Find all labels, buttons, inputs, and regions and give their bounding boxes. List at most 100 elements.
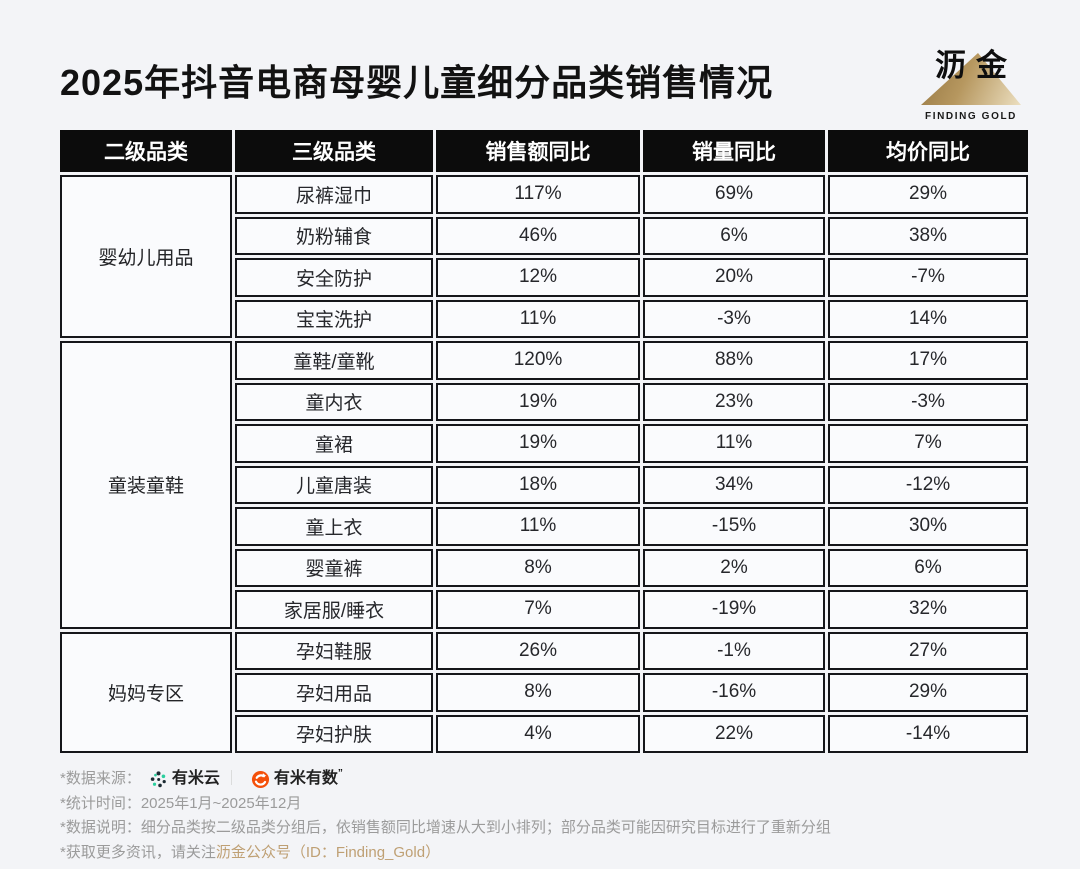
value-cell: 30% <box>828 507 1028 546</box>
footnote-note: *数据说明：细分品类按二级品类分组后，依销售额同比增速从大到小排列；部分品类可能… <box>60 816 1023 841</box>
value-cell: 4% <box>436 714 640 753</box>
value-cell: 11% <box>436 299 640 338</box>
value-cell: -19% <box>643 590 825 629</box>
column-header-4: 销量同比 <box>643 130 825 172</box>
value-cell: 7% <box>436 590 640 629</box>
column-header-5: 均价同比 <box>828 130 1028 172</box>
subcategory-cell: 孕妇护肤 <box>235 714 433 753</box>
subcategory-cell: 童鞋/童靴 <box>235 341 433 380</box>
value-cell: 88% <box>643 341 825 380</box>
page-title: 2025年抖音电商母婴儿童细分品类销售情况 <box>60 62 774 103</box>
value-cell: -7% <box>828 258 1028 297</box>
value-cell: 120% <box>436 341 640 380</box>
column-header-1: 二级品类 <box>60 130 232 172</box>
subcategory-cell: 孕妇用品 <box>235 673 433 712</box>
table-row: 孕妇护肤 4% 22% -14% <box>60 714 1028 753</box>
youmiyun-logo-icon <box>149 770 168 789</box>
table-row: 童装童鞋 童鞋/童靴 120% 88% 17% <box>60 341 1028 629</box>
table-row: 宝宝洗护 11% -3% 14% <box>60 299 1028 338</box>
value-cell: 11% <box>436 507 640 546</box>
table-row: 童内衣 19% 23% -3% <box>60 382 1028 421</box>
value-cell: 26% <box>436 631 640 670</box>
footnote-period: *统计时间：2025年1月~2025年12月 <box>60 792 1023 817</box>
table-row: 奶粉辅食 46% 6% 38% <box>60 216 1028 255</box>
footnote-source: *数据来源： 有米云 ｜ <box>60 767 1023 792</box>
value-cell: 69% <box>643 175 825 214</box>
more-label: *获取更多资讯，请关注 <box>60 843 216 861</box>
period-text: *统计时间：2025年1月~2025年12月 <box>60 794 302 812</box>
value-cell: 6% <box>643 216 825 255</box>
value-cell: 17% <box>828 341 1028 380</box>
source-label: *数据来源： <box>60 770 141 787</box>
subcategory-cell: 家居服/睡衣 <box>235 590 433 629</box>
table-row: 童裙 19% 11% 7% <box>60 424 1028 463</box>
value-cell: 29% <box>828 673 1028 712</box>
table-header-row: 二级品类 三级品类 销售额同比 销量同比 均价同比 <box>60 130 1028 172</box>
value-cell: -12% <box>828 465 1028 504</box>
value-cell: 23% <box>643 382 825 421</box>
table-row: 家居服/睡衣 7% -19% 32% <box>60 590 1028 629</box>
value-cell: -1% <box>643 631 825 670</box>
value-cell: 12% <box>436 258 640 297</box>
youmiyoushu-logo-icon <box>251 770 270 789</box>
table-row: 儿童唐装 18% 34% -12% <box>60 465 1028 504</box>
footnote-more: *获取更多资讯，请关注 沥金公众号（ID：Finding_Gold） <box>60 841 1023 866</box>
value-cell: -16% <box>643 673 825 712</box>
value-cell: 19% <box>436 424 640 463</box>
column-header-3: 销售额同比 <box>436 130 640 172</box>
category-sales-table: 二级品类 三级品类 销售额同比 销量同比 均价同比 婴幼儿用品 尿裤湿巾 117% 69% 29… <box>57 127 1031 756</box>
subcategory-cell: 童裙 <box>235 424 433 463</box>
value-cell: 32% <box>828 590 1028 629</box>
table-row: 孕妇用品 8% -16% 29% <box>60 673 1028 712</box>
subcategory-cell: 童内衣 <box>235 382 433 421</box>
value-cell: 6% <box>828 548 1028 587</box>
category-cell: 童装童鞋 <box>60 341 232 629</box>
value-cell: 2% <box>643 548 825 587</box>
value-cell: -14% <box>828 714 1028 753</box>
subcategory-cell: 安全防护 <box>235 258 433 297</box>
subcategory-cell: 童上衣 <box>235 507 433 546</box>
column-header-2: 三级品类 <box>235 130 433 172</box>
category-cell: 婴幼儿用品 <box>60 175 232 338</box>
value-cell: -3% <box>828 382 1028 421</box>
source-name-youmiyoushu: 有米有数 <box>273 770 338 787</box>
value-cell: 117% <box>436 175 640 214</box>
table-row: 安全防护 12% 20% -7% <box>60 258 1028 297</box>
brand-subtitle: FINDING GOLD <box>925 111 1017 122</box>
subcategory-cell: 奶粉辅食 <box>235 216 433 255</box>
value-cell: 8% <box>436 548 640 587</box>
value-cell: 8% <box>436 673 640 712</box>
subcategory-cell: 宝宝洗护 <box>235 299 433 338</box>
subcategory-cell: 尿裤湿巾 <box>235 175 433 214</box>
value-cell: 20% <box>643 258 825 297</box>
value-cell: 38% <box>828 216 1028 255</box>
table-row: 婴幼儿用品 尿裤湿巾 117% 69% 29% <box>60 175 1028 338</box>
value-cell: -15% <box>643 507 825 546</box>
value-cell: 19% <box>436 382 640 421</box>
value-cell: 27% <box>828 631 1028 670</box>
table-row: 童上衣 11% -15% 30% <box>60 507 1028 546</box>
value-cell: 11% <box>643 424 825 463</box>
value-cell: 18% <box>436 465 640 504</box>
value-cell: 14% <box>828 299 1028 338</box>
subcategory-cell: 婴童裤 <box>235 548 433 587</box>
value-cell: 34% <box>643 465 825 504</box>
value-cell: 22% <box>643 714 825 753</box>
value-cell: 29% <box>828 175 1028 214</box>
brand-logo: 沥金 FINDING GOLD <box>919 40 1023 122</box>
table-row: 妈妈专区 孕妇鞋服 26% -1% 27% <box>60 631 1028 753</box>
subcategory-cell: 儿童唐装 <box>235 465 433 504</box>
brand-name: 沥金 <box>935 48 1017 83</box>
page-header: 2025年抖音电商母婴儿童细分品类销售情况 沥金 FINDING GOLD <box>57 38 1023 124</box>
value-cell: -3% <box>643 299 825 338</box>
wechat-account-link: 沥金公众号（ID：Finding_Gold） <box>215 843 441 861</box>
source-divider: ｜ <box>223 770 239 787</box>
value-cell: 46% <box>436 216 640 255</box>
footnotes: *数据来源： 有米云 ｜ <box>60 767 1023 865</box>
value-cell: 7% <box>828 424 1028 463</box>
category-cell: 妈妈专区 <box>60 631 232 753</box>
note-text: *数据说明：细分品类按二级品类分组后，依销售额同比增速从大到小排列；部分品类可能… <box>60 819 831 836</box>
table-row: 婴童裤 8% 2% 6% <box>60 548 1028 587</box>
subcategory-cell: 孕妇鞋服 <box>235 631 433 670</box>
